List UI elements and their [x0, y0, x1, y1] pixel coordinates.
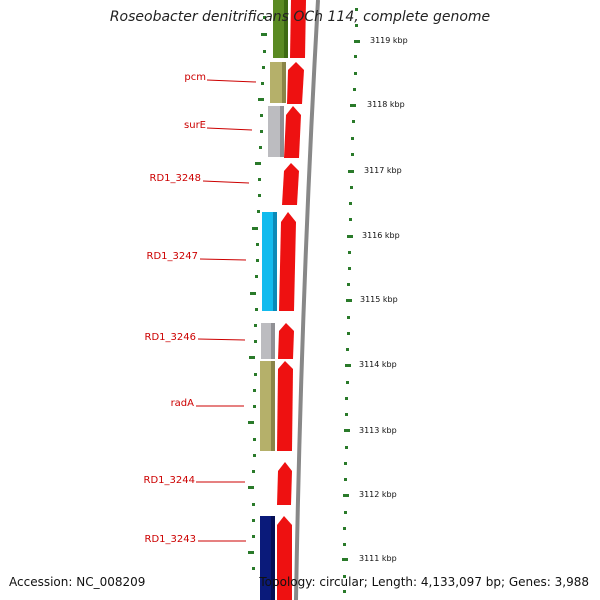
inner-ticks: [252, 16, 266, 570]
genome-stats-text: Topology: circular; Length: 4,133,097 bp…: [259, 575, 589, 589]
gene-label-rd1-3247[interactable]: RD1_3247: [146, 251, 198, 262]
accession-text: Accession: NC_008209: [9, 575, 146, 589]
map-title: Roseobacter denitrificans OCh 114, compl…: [109, 9, 491, 25]
leader-lines: [196, 79, 257, 542]
outer-major-ticks: [342, 40, 360, 561]
cds-arrow-sure: [284, 106, 301, 158]
tick-label: 3117 kbp: [364, 166, 402, 175]
cds-arrow-rd1-3247: [279, 212, 296, 311]
cds-arrow-rada: [277, 361, 293, 451]
cds-arrow-rd1-3244: [277, 462, 292, 505]
cds-arrow-1: [290, 0, 306, 58]
tick-label: 3119 kbp: [370, 36, 408, 45]
inner-major-ticks: [248, 33, 267, 554]
cds-arrow-rd1-3246: [278, 323, 294, 359]
backbone-line: [294, 0, 320, 600]
cds-arrow-rd1-3248: [282, 163, 299, 205]
tick-label: 3112 kbp: [359, 490, 397, 499]
tick-label: 3111 kbp: [359, 554, 397, 563]
gene-label-rd1-3243[interactable]: RD1_3243: [144, 534, 196, 545]
cog-track: [260, 0, 288, 600]
gene-label-pcm[interactable]: pcm: [184, 72, 206, 83]
gene-label-sure[interactable]: surE: [184, 120, 206, 131]
gene-label-rd1-3246[interactable]: RD1_3246: [144, 332, 196, 343]
tick-label: 3115 kbp: [360, 295, 398, 304]
cds-track: [277, 0, 306, 600]
cds-arrow-rd1-3243: [277, 516, 292, 600]
tick-label: 3114 kbp: [359, 360, 397, 369]
tick-label: 3116 kbp: [362, 231, 400, 240]
tick-label: 3113 kbp: [359, 426, 397, 435]
tick-label: 3118 kbp: [367, 100, 405, 109]
gene-label-rd1-3244[interactable]: RD1_3244: [143, 475, 195, 486]
gene-label-rada[interactable]: radA: [170, 398, 194, 409]
cds-arrow-pcm: [287, 62, 304, 104]
gene-label-rd1-3248[interactable]: RD1_3248: [149, 173, 201, 184]
outer-ticks: [343, 8, 358, 593]
